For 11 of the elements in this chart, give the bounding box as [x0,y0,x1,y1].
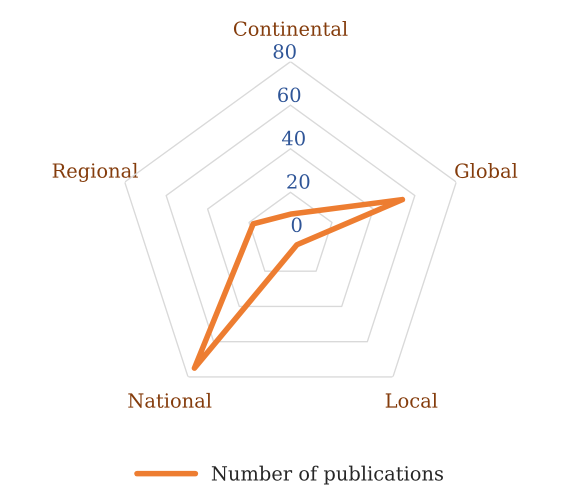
y-tick-label: 40 [282,130,305,146]
spoke-label: National [128,392,212,408]
spoke-label: Continental [234,20,348,36]
spoke-label: Local [386,392,438,408]
y-tick-label: 60 [278,87,300,102]
y-tick-label: 20 [287,174,310,189]
spoke-label: Regional [52,162,138,182]
y-tick-label: 0 [292,217,302,232]
legend-label: Number of publications [212,466,443,484]
y-tick-label: 80 [274,44,296,59]
spoke-label: Global [455,163,518,178]
